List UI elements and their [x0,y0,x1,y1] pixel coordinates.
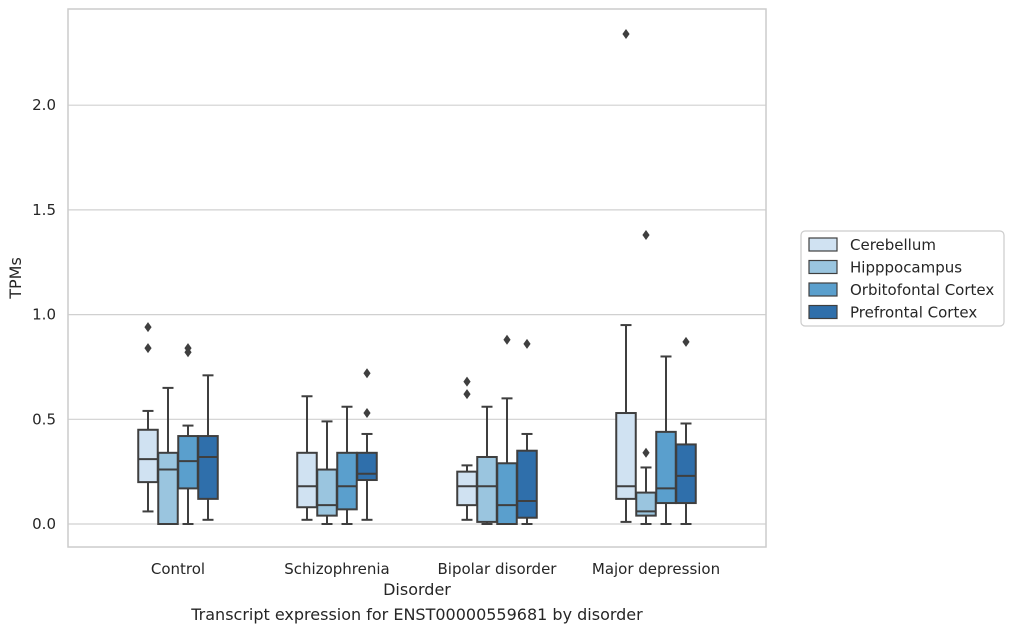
box [615,412,637,500]
x-axis-ticks: Control Schizophrenia Bipolar disorder Majo… [151,560,720,578]
box [516,449,538,519]
legend-item: Orbitofontal Cortex [808,281,994,299]
box [476,455,498,523]
box-hipppocampus-0 [157,386,179,525]
box-prefrontal-cortex-2 [516,338,538,525]
legend-item: Cerebellum [808,236,936,254]
legend: Cerebellum Hipppocampus Orbitofontal Corte… [800,230,1005,327]
box-prefrontal-cortex-0 [197,374,219,521]
legend-swatch [808,304,838,320]
outlier-point [463,389,471,400]
legend-label: Hipppocampus [850,259,962,277]
box-hipppocampus-3 [635,230,657,525]
box [137,428,159,484]
box [316,468,338,517]
x-tick-label: Major depression [592,560,720,578]
box-orbitofontal-cortex-3 [655,355,677,525]
outlier-point [622,29,630,40]
outlier-point [144,322,152,333]
box [336,451,358,511]
box [157,451,179,525]
y-tick-label: 0.0 [32,515,56,533]
legend-swatch [808,259,838,275]
box-hipppocampus-2 [476,405,498,525]
box-hipppocampus-1 [316,420,338,525]
box-plot-series [137,29,697,525]
box [496,462,518,525]
y-tick-label: 1.0 [32,306,56,324]
box-cerebellum-0 [137,322,159,513]
box-cerebellum-2 [456,376,478,521]
box [296,451,318,509]
legend-label: Orbitofontal Cortex [850,281,994,299]
box [197,435,219,500]
box [655,430,677,505]
outlier-point [523,338,531,349]
legend-label: Prefrontal Cortex [850,304,977,322]
outlier-point [144,343,152,354]
box-prefrontal-cortex-3 [675,336,697,525]
legend-item: Hipppocampus [808,259,962,277]
y-axis-ticks: 0.0 0.5 1.0 1.5 2.0 [32,96,56,533]
box [456,470,478,507]
plot-frame [67,8,767,548]
y-tick-label: 0.5 [32,410,56,428]
outlier-point [363,368,371,379]
legend-swatch [808,237,838,252]
box [356,451,378,482]
outlier-point [463,376,471,387]
legend-label: Cerebellum [850,236,936,254]
y-tick-label: 1.5 [32,201,56,219]
legend-frame [800,230,1005,327]
y-axis-label: TPMs [6,257,25,300]
outlier-point [184,343,192,354]
outlier-point [642,447,650,458]
outlier-point [503,334,511,345]
box-cerebellum-1 [296,395,318,521]
legend-swatch [808,282,838,297]
x-tick-label: Control [151,560,205,578]
box-cerebellum-3 [615,29,637,523]
x-tick-label: Bipolar disorder [438,560,558,578]
box-orbitofontal-cortex-1 [336,405,358,525]
x-tick-label: Schizophrenia [284,560,389,578]
legend-item: Prefrontal Cortex [808,304,977,322]
outlier-point [363,408,371,419]
outlier-point [642,230,650,241]
box-orbitofontal-cortex-2 [496,334,518,525]
box-orbitofontal-cortex-0 [177,343,199,525]
box [635,491,657,517]
y-tick-label: 2.0 [32,96,56,114]
figure-caption: Transcript expression for ENST0000055968… [191,605,643,624]
box [675,443,697,505]
box [177,435,199,490]
x-axis-label: Disorder [383,580,451,599]
outlier-point [682,336,690,347]
box-prefrontal-cortex-1 [356,368,378,521]
